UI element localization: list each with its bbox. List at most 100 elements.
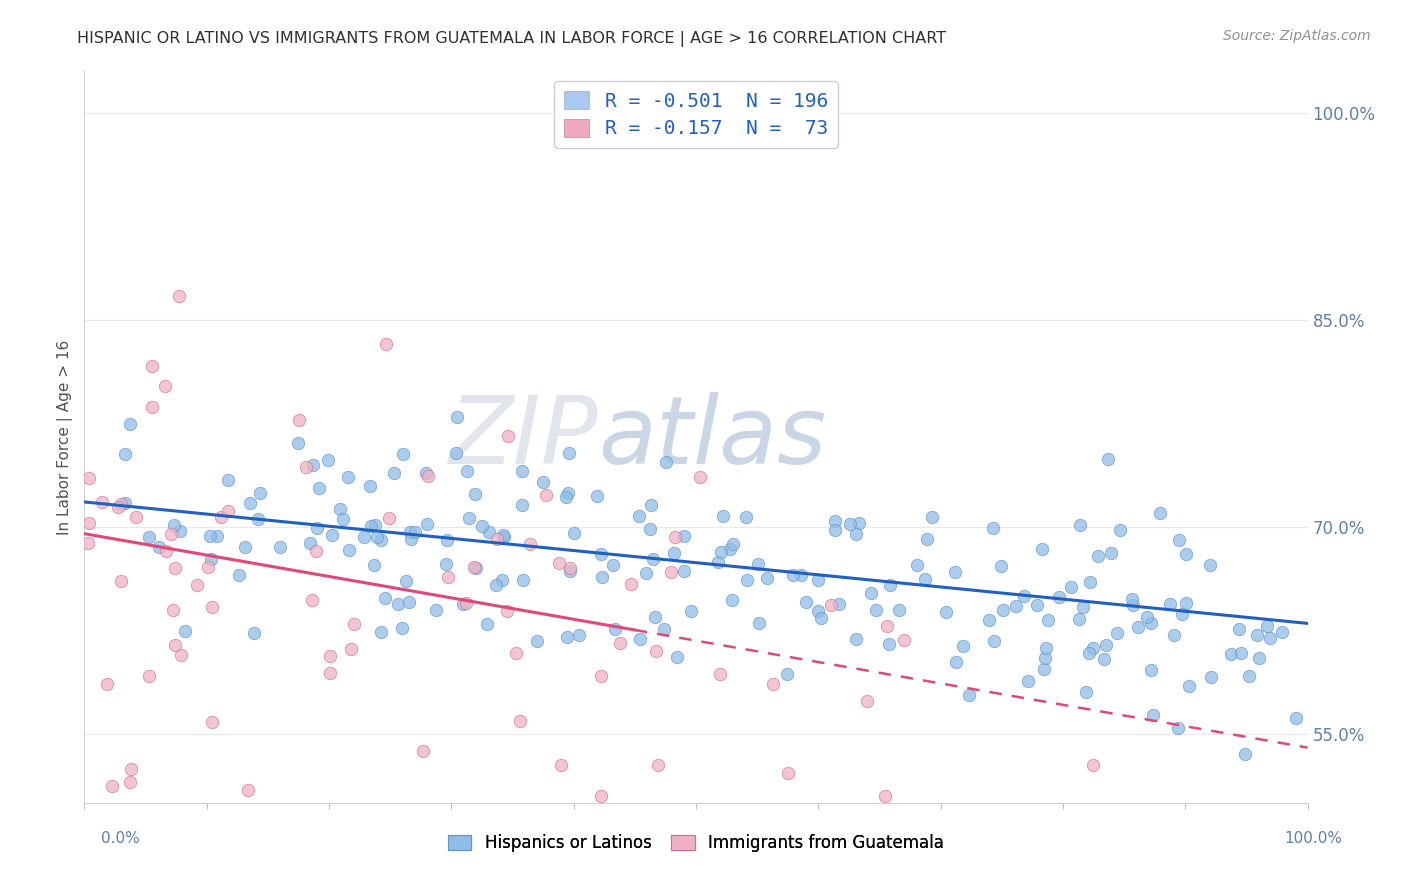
Point (238, 782, 260, 797)
Point (1012, 589, 1035, 603)
Point (96, 677, 118, 691)
Point (307, 521, 329, 535)
Point (217, 504, 239, 518)
Point (560, 561, 582, 575)
Point (1199, 558, 1222, 572)
Point (589, 789, 612, 803)
Point (118, 417, 141, 431)
Point (1017, 673, 1039, 688)
Point (1087, 549, 1109, 564)
Point (138, 669, 160, 683)
Point (1175, 547, 1198, 561)
Point (776, 666, 799, 681)
Point (360, 519, 382, 533)
Point (249, 486, 271, 500)
Point (666, 650, 689, 665)
Point (1163, 628, 1185, 642)
Point (141, 400, 163, 414)
Point (200, 552, 222, 566)
Point (375, 337, 398, 351)
Point (1035, 641, 1057, 656)
Point (170, 648, 193, 662)
Point (718, 541, 741, 556)
Point (558, 564, 581, 578)
Point (1167, 533, 1189, 548)
Point (456, 464, 478, 478)
Point (1092, 651, 1115, 665)
Point (243, 625, 266, 640)
Point (990, 558, 1012, 573)
Point (395, 574, 418, 588)
Point (169, 524, 191, 538)
Point (1227, 623, 1250, 637)
Point (163, 638, 186, 652)
Point (1220, 647, 1243, 661)
Point (491, 573, 513, 587)
Point (76, 536, 98, 550)
Point (1139, 663, 1161, 677)
Point (921, 509, 943, 524)
Text: ZIP: ZIP (449, 392, 598, 483)
Point (114, 496, 136, 510)
Point (1077, 646, 1099, 660)
Point (555, 631, 578, 645)
Point (807, 604, 830, 618)
Point (205, 529, 228, 543)
Legend: Hispanics or Latinos, Immigrants from Guatemala: Hispanics or Latinos, Immigrants from Gu… (440, 826, 952, 860)
Point (370, 533, 392, 548)
Point (201, 600, 224, 615)
Point (209, 510, 232, 524)
Point (321, 528, 343, 542)
Point (856, 694, 879, 708)
Point (655, 455, 678, 469)
Point (478, 525, 501, 540)
Point (1171, 607, 1194, 621)
Point (628, 632, 651, 646)
Point (509, 714, 531, 728)
Point (672, 564, 695, 578)
Point (640, 498, 662, 512)
Point (91, 495, 114, 509)
Point (893, 632, 915, 647)
Point (294, 460, 316, 475)
Point (374, 591, 396, 605)
Point (1249, 651, 1271, 665)
Point (748, 616, 770, 631)
Point (827, 597, 849, 611)
Point (917, 532, 939, 546)
Point (652, 622, 675, 636)
Point (301, 593, 323, 607)
Text: 0.0%: 0.0% (101, 831, 141, 846)
Point (762, 677, 785, 691)
Point (77, 471, 100, 485)
Text: HISPANIC OR LATINO VS IMMIGRANTS FROM GUATEMALA IN LABOR FORCE | AGE > 16 CORREL: HISPANIC OR LATINO VS IMMIGRANTS FROM GU… (77, 31, 946, 47)
Point (1105, 626, 1128, 640)
Point (547, 556, 569, 570)
Point (1140, 615, 1163, 630)
Point (337, 470, 360, 484)
Point (436, 533, 458, 547)
Text: atlas: atlas (598, 392, 827, 483)
Point (1142, 708, 1164, 723)
Point (620, 577, 643, 591)
Point (1071, 600, 1094, 615)
Point (1246, 628, 1268, 642)
Point (404, 524, 426, 539)
Point (1025, 598, 1047, 612)
Point (647, 758, 669, 772)
Point (110, 574, 132, 588)
Point (384, 467, 406, 481)
Point (425, 603, 447, 617)
Point (865, 602, 887, 616)
Point (952, 640, 974, 654)
Point (1175, 595, 1198, 609)
Point (1159, 597, 1181, 611)
Point (316, 452, 339, 467)
Point (496, 428, 519, 442)
Point (824, 514, 846, 528)
Point (839, 517, 862, 532)
Point (269, 540, 291, 554)
Point (585, 489, 607, 503)
Point (1067, 612, 1090, 626)
Point (512, 464, 534, 478)
